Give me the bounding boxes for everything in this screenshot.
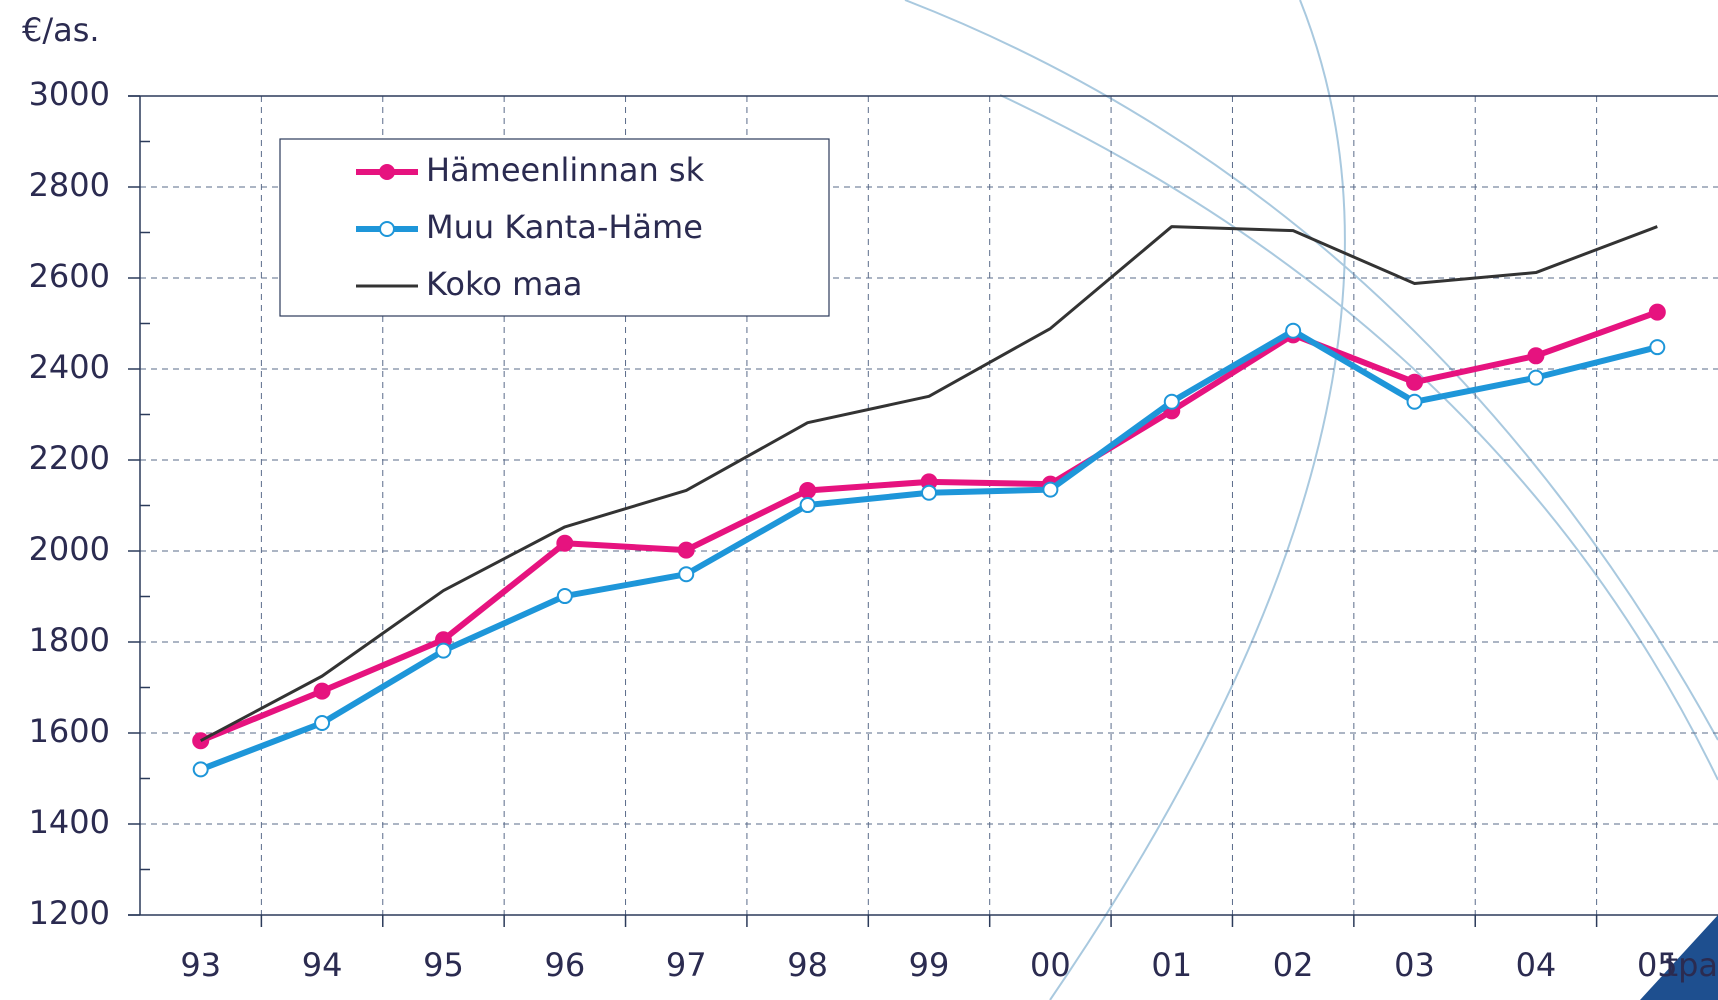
data-point	[314, 714, 331, 731]
data-point	[1406, 373, 1424, 391]
data-point	[1649, 339, 1666, 356]
x-tick-label: 04	[1516, 946, 1557, 984]
data-point	[1648, 303, 1666, 321]
y-tick-label: 2200	[29, 439, 110, 477]
legend-label: Koko maa	[426, 265, 583, 303]
x-tick-label: 93	[180, 946, 221, 984]
data-point	[1527, 347, 1545, 365]
data-point	[799, 481, 817, 499]
data-point	[1406, 393, 1423, 410]
data-point	[192, 761, 209, 778]
legend-label: Hämeenlinnan sk	[426, 151, 705, 189]
x-tick-label: 01	[1151, 946, 1192, 984]
x-tick-label: 00	[1030, 946, 1071, 984]
y-tick-label: 2400	[29, 348, 110, 386]
x-tick-label: 97	[666, 946, 707, 984]
series-line	[199, 225, 1658, 743]
y-axis-label: €/as.	[22, 11, 100, 49]
legend-label: Muu Kanta-Häme	[426, 208, 703, 246]
y-tick-label: 1400	[29, 803, 110, 841]
x-tick-label: 03	[1394, 946, 1435, 984]
data-point	[1042, 481, 1059, 498]
data-point	[1285, 322, 1302, 339]
x-tick-label: 96	[544, 946, 585, 984]
legend-marker	[379, 164, 395, 180]
data-point	[313, 682, 331, 700]
y-tick-label: 1200	[29, 894, 110, 932]
legend: Hämeenlinnan sk Muu Kanta-Häme Koko maa	[279, 138, 830, 317]
x-tick-label: 95	[423, 946, 464, 984]
x-tick-label: 98	[787, 946, 828, 984]
y-tick-label: 2600	[29, 257, 110, 295]
data-point	[556, 588, 573, 605]
series-line	[199, 309, 1659, 744]
y-tick-label: 2000	[29, 530, 110, 568]
background-decoration	[904, 0, 1718, 1000]
data-point	[799, 497, 816, 514]
data-point	[435, 642, 452, 659]
data-point	[678, 566, 695, 583]
data-point	[1527, 369, 1544, 386]
y-tick-label: 1800	[29, 621, 110, 659]
x-tick-label: 94	[302, 946, 343, 984]
y-tick-label: 3000	[29, 75, 110, 113]
x-tick-label: 99	[909, 946, 950, 984]
y-tick-label: 2800	[29, 166, 110, 204]
y-tick-label: 1600	[29, 712, 110, 750]
data-point	[1163, 393, 1180, 410]
data-point	[677, 541, 695, 559]
corner-decoration	[1640, 915, 1718, 1000]
data-point	[556, 534, 574, 552]
legend-marker	[379, 221, 395, 237]
x-tick-label: 05	[1637, 946, 1678, 984]
data-point	[921, 484, 937, 501]
x-tick-label: 02	[1273, 946, 1314, 984]
x-axis-label: tpa	[1666, 946, 1718, 984]
